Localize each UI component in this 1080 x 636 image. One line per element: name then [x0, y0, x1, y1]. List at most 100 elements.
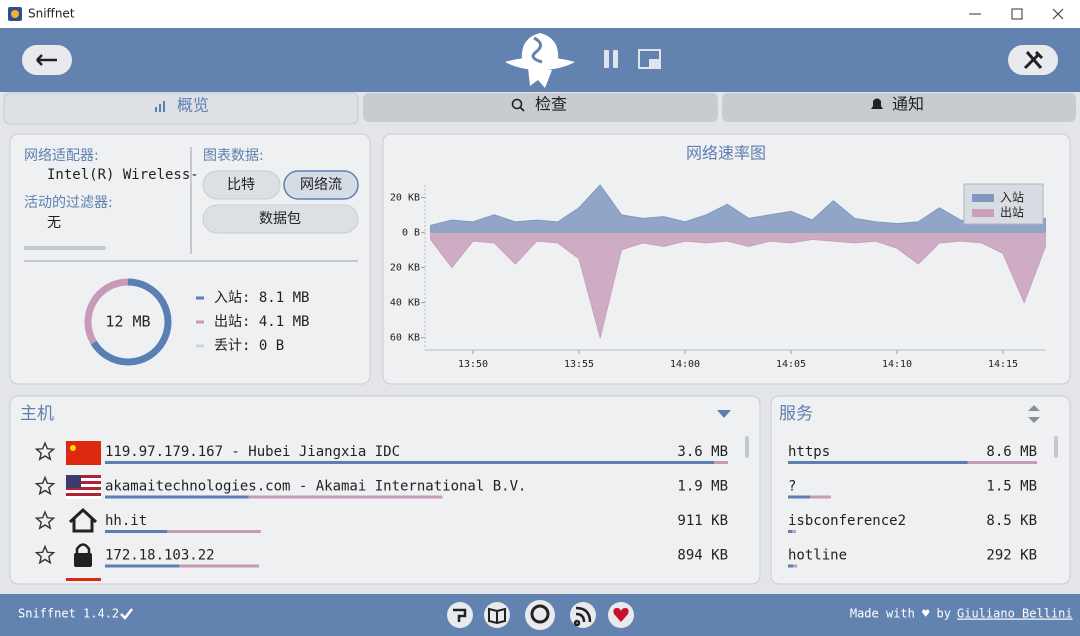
tab-icon — [519, 106, 525, 112]
legend-label: 丢计: 0 B — [214, 338, 284, 354]
tab-label[interactable]: 概览 — [177, 96, 209, 115]
services-panel — [770, 395, 1071, 585]
series-area — [430, 231, 1046, 339]
flag-partial — [66, 578, 101, 581]
bar-in — [105, 564, 180, 568]
x-tick-label: 14:05 — [776, 359, 806, 370]
tab-label[interactable]: 通知 — [892, 95, 924, 114]
bar-out — [714, 461, 728, 464]
tab-inspect[interactable] — [363, 93, 718, 122]
legend-swatch — [972, 194, 994, 202]
filter-label: 活动的过滤器: — [24, 195, 113, 211]
bar-in — [788, 461, 968, 464]
row-name: 172.18.103.22 — [105, 548, 215, 564]
bar-in — [788, 564, 794, 568]
legend-box — [963, 183, 1044, 225]
bar-out — [167, 530, 261, 533]
lock-icon — [74, 543, 92, 567]
option-label[interactable]: 数据包 — [259, 211, 301, 227]
tab-notify[interactable] — [722, 93, 1076, 122]
total-traffic: 12 MB — [105, 313, 150, 331]
row-value: 292 KB — [986, 548, 1037, 564]
row-name: ? — [788, 479, 796, 495]
row-value: 3.6 MB — [677, 444, 728, 460]
legend-label: 出站 — [1000, 206, 1024, 220]
option-label[interactable]: 比特 — [227, 177, 255, 193]
hosts-panel — [9, 395, 761, 585]
donut-segment — [90, 278, 172, 366]
adapter-name: Intel(R) Wireless- — [47, 167, 199, 183]
chart-title: 网络速率图 — [686, 144, 766, 163]
row-value: 894 KB — [677, 548, 728, 564]
flag-cn — [66, 441, 101, 465]
legend-swatch — [972, 209, 994, 217]
hosts-title: 主机 — [20, 404, 54, 424]
row-name: hotline — [788, 548, 847, 564]
row-value: 8.6 MB — [986, 444, 1037, 460]
tab-icon — [871, 98, 883, 109]
app-icon-dot — [11, 10, 19, 18]
x-tick-label: 14:00 — [670, 359, 700, 370]
home-icon — [68, 507, 98, 533]
x-tick-label: 14:15 — [988, 359, 1018, 370]
chart-panel — [382, 133, 1071, 385]
logo — [505, 33, 575, 88]
bar-in — [105, 495, 249, 499]
window-title: Sniffnet — [28, 7, 75, 21]
x-tick-label: 14:10 — [882, 359, 912, 370]
made-with: Made with ♥ by — [850, 607, 951, 621]
y-tick-label: 0 B — [402, 227, 420, 238]
option-label[interactable]: 网络流 — [300, 177, 342, 193]
y-tick-label: 40 KB — [390, 298, 420, 309]
option-button-selected[interactable] — [283, 170, 359, 200]
footer-icon — [488, 607, 506, 625]
footer-button[interactable] — [570, 602, 596, 628]
maximize-button[interactable] — [1011, 8, 1023, 20]
row-value: 1.5 MB — [986, 479, 1037, 495]
dropdown-icon[interactable] — [717, 410, 731, 418]
footer-icon — [613, 608, 629, 622]
close-button[interactable] — [1052, 8, 1064, 20]
footer-icon — [530, 604, 550, 624]
option-button[interactable] — [202, 204, 359, 234]
bar-out — [810, 495, 831, 499]
tab-icon — [511, 98, 523, 110]
star-icon[interactable] — [34, 475, 56, 496]
bar-out — [179, 564, 260, 568]
bar-out — [248, 495, 443, 499]
star-icon[interactable] — [34, 441, 56, 461]
version: Sniffnet 1.4.2 — [18, 607, 119, 621]
bar-in — [788, 530, 792, 533]
option-button[interactable] — [202, 170, 281, 200]
bar-out — [793, 564, 798, 568]
bar-out — [792, 530, 796, 533]
overview-panel — [9, 133, 371, 385]
pause-icon[interactable] — [613, 50, 618, 68]
scrollbar — [24, 246, 106, 250]
legend-label: 入站: 8.1 MB — [214, 290, 309, 306]
footer-icon — [573, 606, 592, 627]
row-value: 911 KB — [677, 513, 728, 529]
title-bar — [0, 0, 1080, 28]
pause-icon[interactable] — [604, 50, 609, 68]
tab-label[interactable]: 检查 — [535, 95, 567, 114]
bar-in — [788, 495, 811, 499]
sort-icon[interactable] — [1028, 405, 1040, 423]
row-name: 119.97.179.167 - Hubei Jiangxia IDC — [105, 444, 400, 460]
github-button[interactable] — [525, 600, 555, 630]
scrollbar — [1054, 436, 1058, 458]
x-tick-label: 13:55 — [564, 359, 594, 370]
star-icon[interactable] — [34, 510, 56, 530]
window-icon-inner — [649, 59, 659, 67]
donut-segment — [84, 278, 129, 345]
window-icon[interactable] — [638, 49, 661, 69]
row-name: https — [788, 444, 830, 460]
row-value: 1.9 MB — [677, 479, 728, 495]
y-tick-label: 20 KB — [390, 263, 420, 274]
x-tick-label: 13:50 — [458, 359, 488, 370]
star-icon[interactable] — [34, 544, 56, 565]
author-link[interactable]: Giuliano Bellini — [957, 607, 1073, 621]
tab-icon — [155, 101, 165, 112]
tab-overview[interactable] — [3, 92, 359, 125]
